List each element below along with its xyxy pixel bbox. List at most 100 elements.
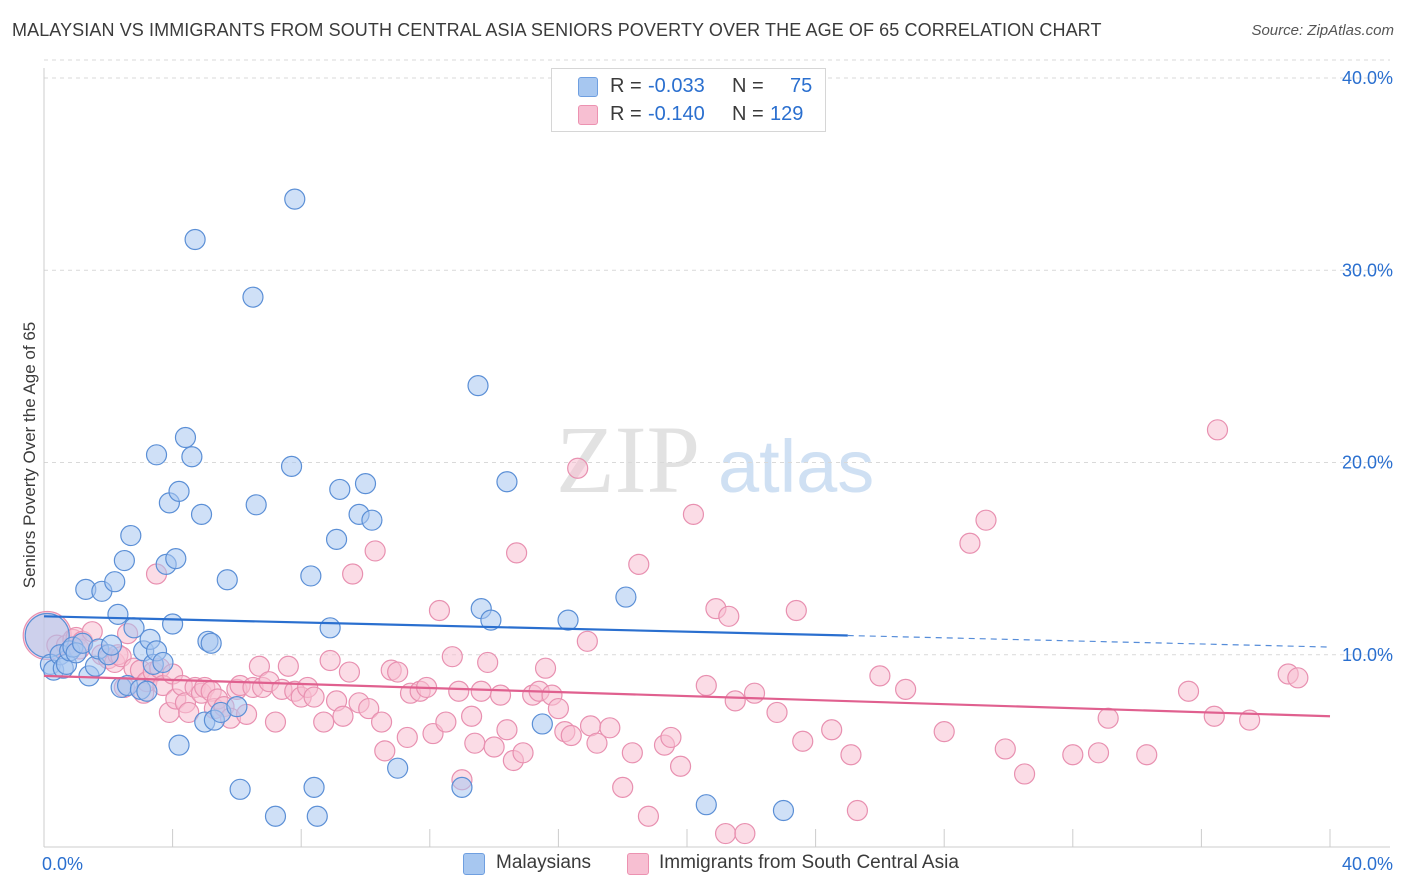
data-point [576,630,598,652]
data-point [226,696,248,718]
data-point [785,599,807,622]
legend-r-value: -0.033 [648,75,705,97]
data-point [329,478,351,501]
data-point [168,480,190,502]
data-point [277,655,299,677]
data-point [162,613,184,635]
data-point [113,549,135,572]
data-point [512,742,534,764]
data-point [248,655,271,677]
data-point [489,684,512,706]
data-point [821,719,843,741]
data-point [396,726,418,749]
data-point [104,571,126,593]
data-point [669,755,692,777]
y-tick-label: 20.0% [1342,453,1393,473]
data-point [557,609,579,631]
data-point [1097,707,1119,729]
data-point [1136,744,1158,766]
data-point [332,705,354,727]
data-point [496,471,518,493]
y-tick-label: 40.0% [1342,68,1393,88]
data-point [387,661,409,683]
data-point [284,188,306,210]
legend-label-malaysians: Malaysians [496,852,592,873]
data-point [470,680,492,702]
data-point [319,617,341,639]
data-point [695,674,717,697]
data-point [216,569,238,591]
data-point [120,524,142,547]
legend-label-immigrants: Immigrants from South Central Asia [659,852,959,873]
data-point [168,734,190,756]
x-tick-label: 40.0% [1342,854,1393,874]
data-point [483,736,505,758]
chart-title: MALAYSIAN VS IMMIGRANTS FROM SOUTH CENTR… [12,20,1102,40]
x-tick-label: 0.0% [42,854,83,874]
legend-swatch-malaysians [463,853,485,875]
data-point [264,805,287,827]
data-point [772,799,795,822]
data-point [695,794,717,816]
data-point [994,738,1016,760]
data-point [637,805,660,827]
legend-r-label: R = [610,103,642,125]
data-point [358,697,380,720]
data-point [615,586,637,608]
data-point [534,657,557,679]
data-point [313,711,335,733]
data-point [107,603,129,625]
trend-lines [43,615,1331,718]
data-point [895,678,917,700]
data-point [560,724,582,747]
data-point [1087,742,1110,764]
data-point [245,494,267,516]
legend-n-value: 75 [790,75,813,97]
data-point [840,744,862,766]
trend-line-immigrants [43,674,1331,718]
legend-swatch-immigrants [627,853,649,875]
watermark: ZIP atlas [556,406,874,513]
axes [43,68,1390,848]
legend-n-label: N = [732,75,764,97]
tick-labels: 10.0% 20.0% 30.0% 40.0% 0.0% 40.0% [42,68,1393,874]
grid [44,59,1390,656]
data-point [480,609,502,631]
data-point [467,375,489,397]
trend-line-malaysians-extension [847,634,1331,648]
data-point [477,651,499,674]
data-point [682,503,705,526]
data-point [428,599,451,622]
data-point [145,444,168,466]
data-point [460,705,483,727]
data-point [567,457,589,479]
data-point [975,509,997,531]
data-point [387,757,409,779]
data-point [792,730,814,752]
data-point [280,455,303,477]
data-point [660,726,682,749]
data-point [364,540,386,562]
data-point [586,732,608,754]
data-point [242,286,264,308]
trend-line-malaysians [43,615,848,637]
data-point [441,646,463,668]
data-point [300,565,322,587]
data-point [714,822,737,845]
data-point [303,776,325,799]
data-point [165,548,187,570]
legend-row-malaysians: R = -0.033 N = 75 [552,72,825,100]
data-point [264,711,287,733]
data-point [174,426,197,449]
data-point [621,742,643,764]
series-legend: Malaysians Immigrants from South Central… [0,852,1406,878]
data-point [1013,763,1036,785]
legend-n-value: 129 [770,103,804,125]
data-point [869,665,891,687]
data-point [200,632,222,654]
data-point [338,661,361,683]
data-point [612,776,634,799]
data-point [319,649,341,672]
data-point [229,778,251,800]
